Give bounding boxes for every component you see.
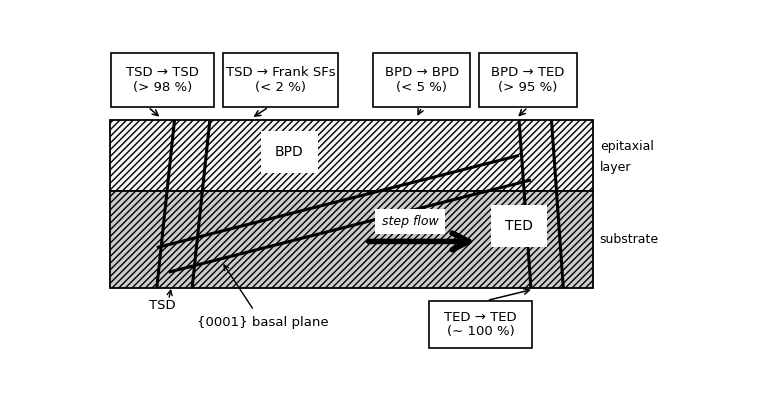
Text: TSD → TSD: TSD → TSD: [126, 66, 199, 79]
Polygon shape: [109, 120, 593, 191]
Text: TED: TED: [505, 219, 533, 233]
Text: BPD → BPD: BPD → BPD: [385, 66, 459, 79]
Polygon shape: [109, 191, 593, 288]
Text: step flow: step flow: [382, 215, 439, 228]
Text: layer: layer: [600, 161, 632, 174]
FancyBboxPatch shape: [223, 53, 338, 107]
Text: BPD: BPD: [275, 145, 304, 159]
Text: TED → TED: TED → TED: [445, 311, 517, 324]
Text: (> 95 %): (> 95 %): [499, 81, 558, 94]
Text: TSD → Frank SFs: TSD → Frank SFs: [226, 66, 335, 79]
FancyBboxPatch shape: [111, 53, 214, 107]
Text: (< 5 %): (< 5 %): [397, 81, 448, 94]
FancyBboxPatch shape: [373, 53, 470, 107]
Text: {0001} basal plane: {0001} basal plane: [197, 316, 328, 329]
Text: TSD: TSD: [150, 300, 176, 312]
Text: substrate: substrate: [600, 233, 659, 246]
Text: (∼ 100 %): (∼ 100 %): [447, 324, 515, 338]
FancyBboxPatch shape: [480, 53, 577, 107]
Text: BPD → TED: BPD → TED: [491, 66, 565, 79]
Text: (< 2 %): (< 2 %): [255, 81, 306, 94]
Text: (> 98 %): (> 98 %): [133, 81, 192, 94]
FancyBboxPatch shape: [429, 300, 532, 348]
Text: epitaxial: epitaxial: [600, 140, 654, 153]
